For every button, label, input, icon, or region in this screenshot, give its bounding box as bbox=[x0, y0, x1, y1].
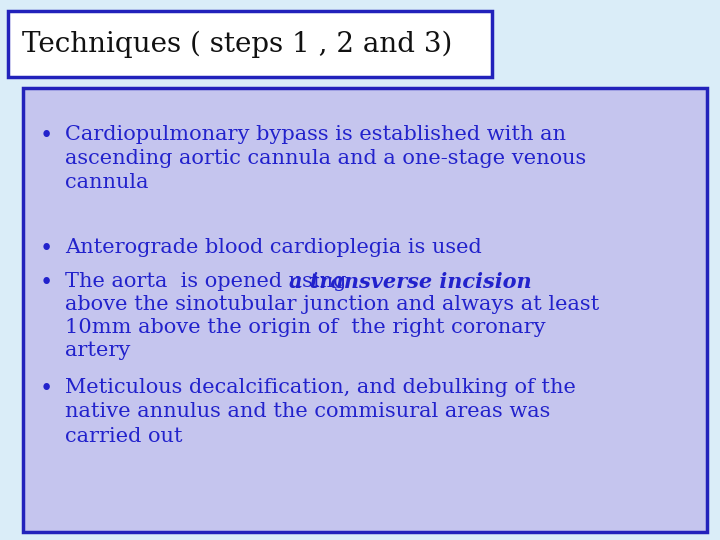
Text: The aorta  is opened using: The aorta is opened using bbox=[65, 272, 353, 291]
Text: above the sinotubular junction and always at least: above the sinotubular junction and alway… bbox=[65, 295, 599, 314]
Text: •: • bbox=[40, 378, 53, 400]
Text: Meticulous decalcification, and debulking of the
native annulus and the commisur: Meticulous decalcification, and debulkin… bbox=[65, 378, 576, 446]
Text: Techniques ( steps 1 , 2 and 3): Techniques ( steps 1 , 2 and 3) bbox=[22, 30, 452, 58]
Text: •: • bbox=[40, 272, 53, 294]
FancyBboxPatch shape bbox=[8, 11, 492, 77]
Text: •: • bbox=[40, 238, 53, 260]
Text: a transverse incision: a transverse incision bbox=[289, 272, 532, 292]
Text: artery: artery bbox=[65, 341, 130, 360]
Text: •: • bbox=[40, 125, 53, 147]
FancyBboxPatch shape bbox=[23, 88, 707, 532]
Text: Cardiopulmonary bypass is established with an
ascending aortic cannula and a one: Cardiopulmonary bypass is established wi… bbox=[65, 125, 586, 192]
Text: Anterograde blood cardioplegia is used: Anterograde blood cardioplegia is used bbox=[65, 238, 482, 257]
Text: 10mm above the origin of  the right coronary: 10mm above the origin of the right coron… bbox=[65, 318, 546, 337]
